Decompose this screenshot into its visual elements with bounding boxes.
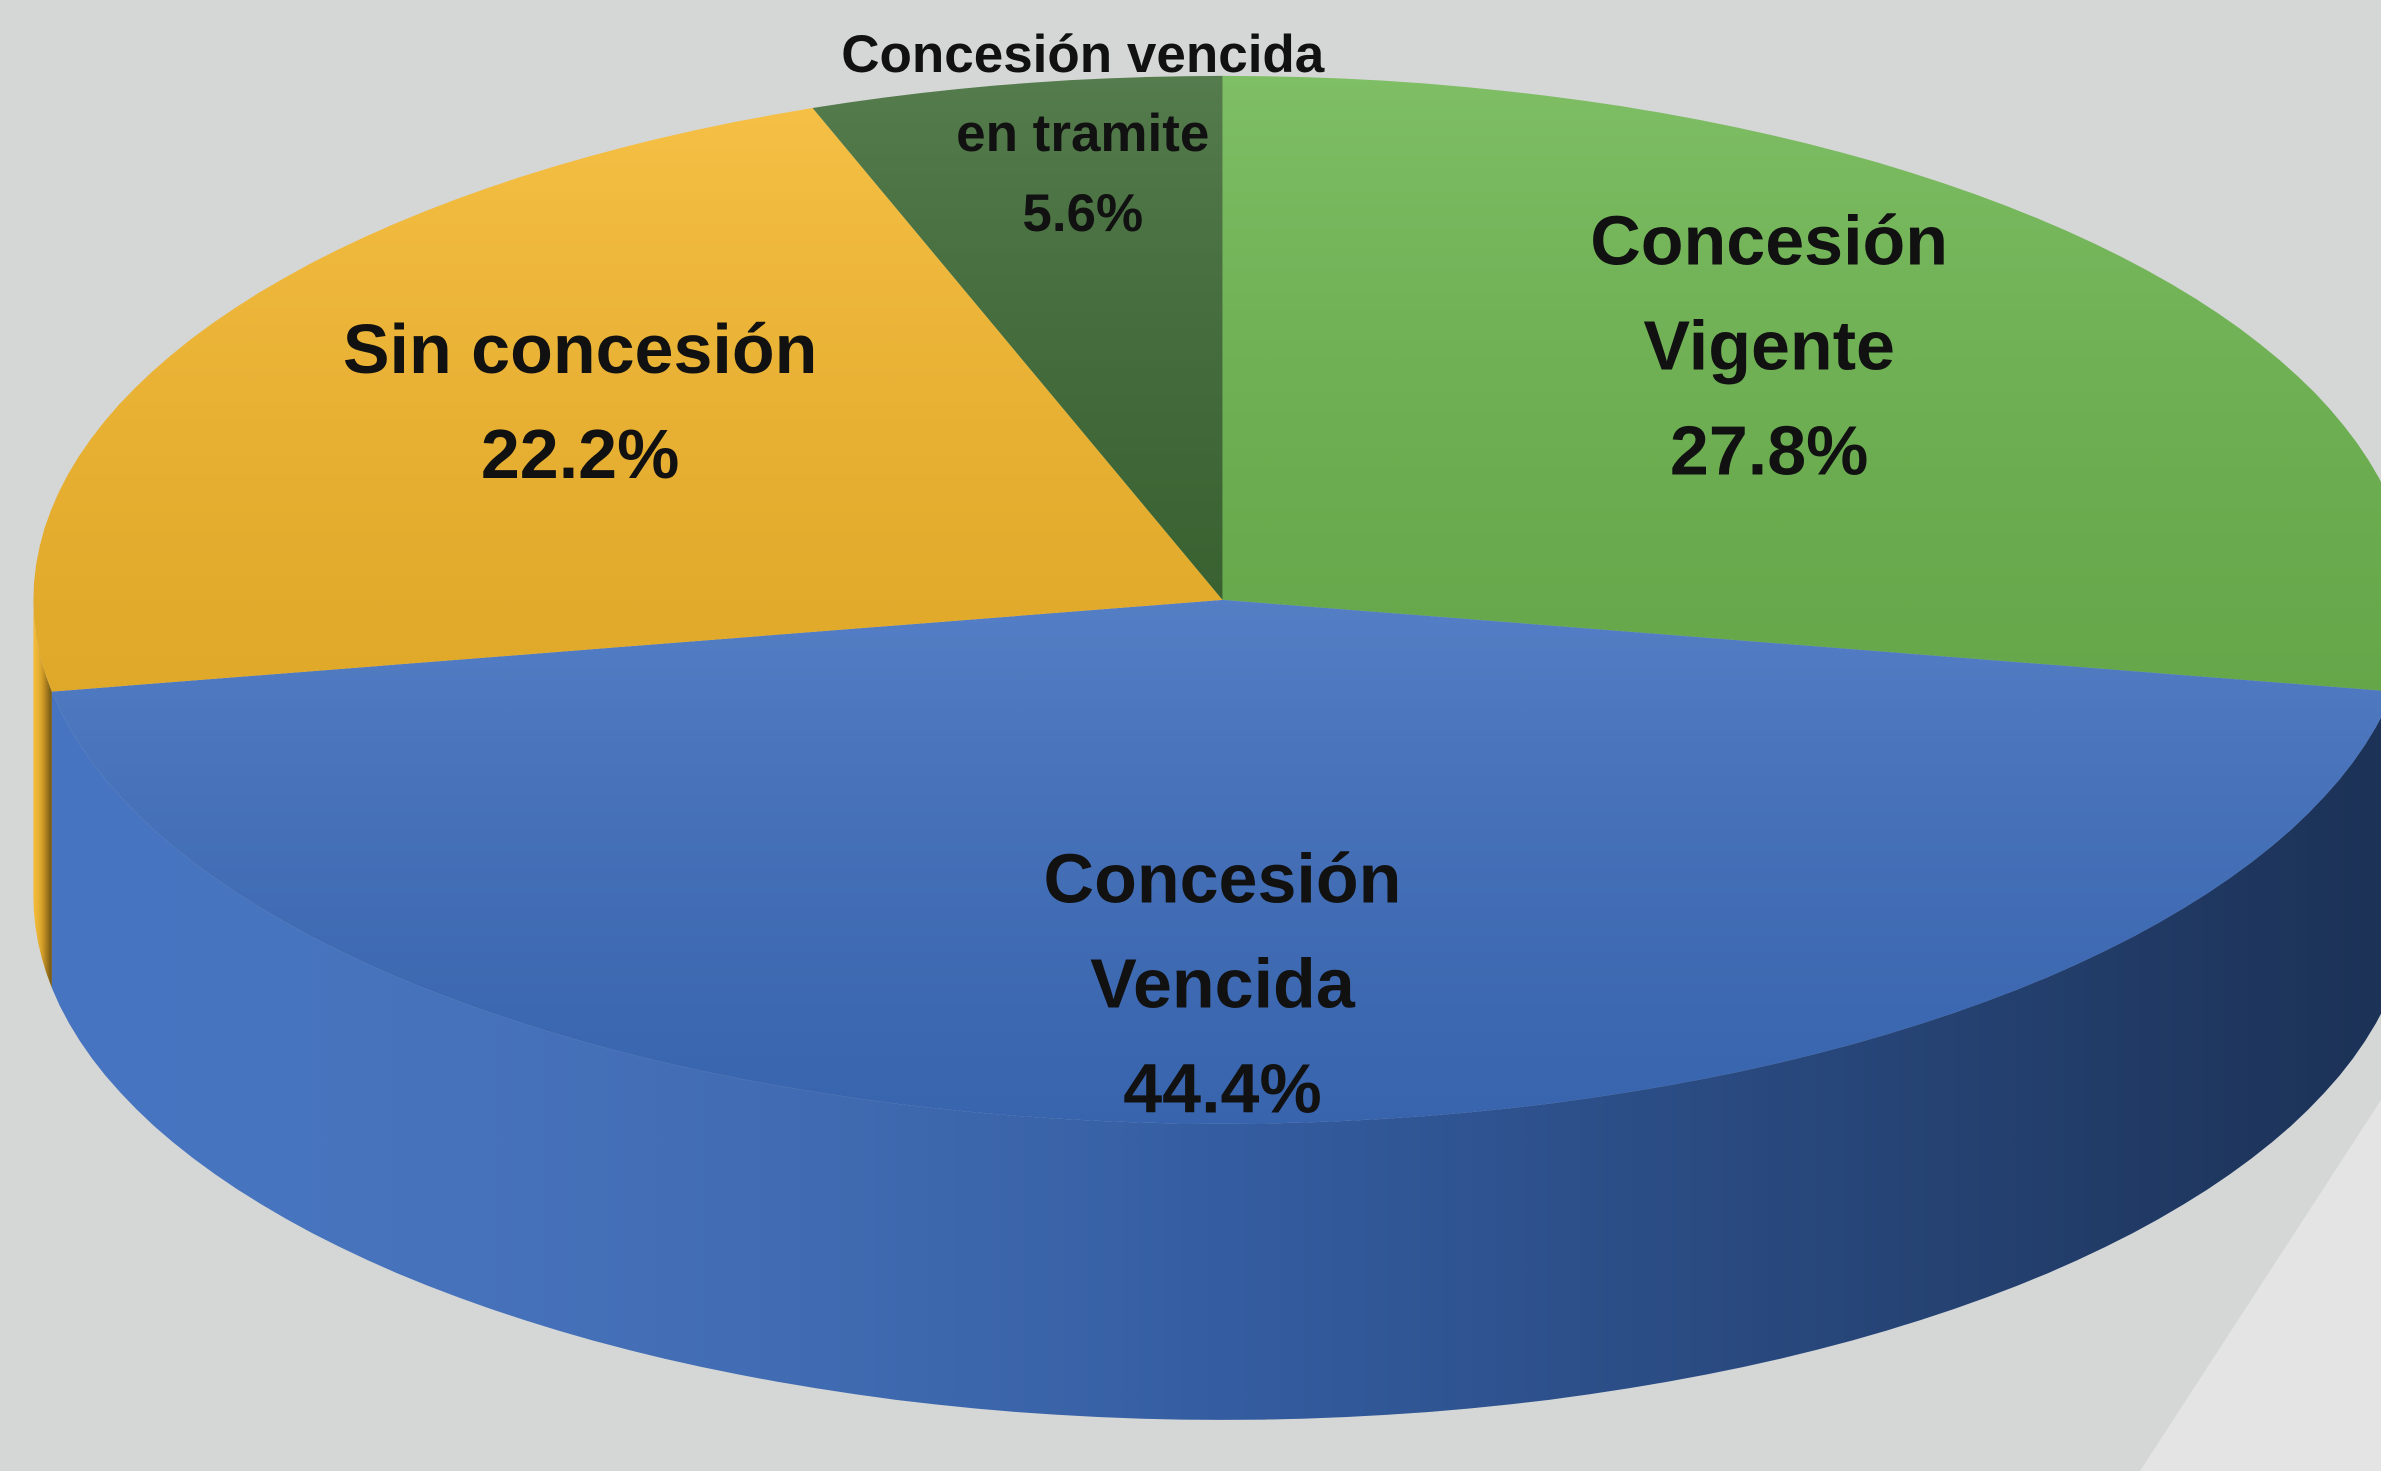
pie-side-shade xyxy=(51,691,2381,1420)
slice-label: Concesión Vigente 27.8% xyxy=(1590,189,1948,504)
slice-label: Sin concesión 22.2% xyxy=(343,297,818,507)
slice-label: Concesión Vencida 44.4% xyxy=(1044,827,1402,1142)
category-label: Concesión vencida en tramite xyxy=(841,24,1325,163)
pie-slice-shade xyxy=(812,75,1223,600)
pie-slice-shade xyxy=(33,107,1223,692)
pie-slice-shade xyxy=(1222,75,2381,691)
decor xyxy=(2140,1100,2381,1471)
category-label: Concesión Vencida xyxy=(1043,839,1402,1023)
pie-side-shade xyxy=(33,599,52,988)
slice-label: Concesión vencida en tramite 5.6% xyxy=(841,14,1324,253)
category-label: Concesión Vigente xyxy=(1590,201,1949,385)
value-label: 5.6% xyxy=(1022,183,1144,243)
value-label: 44.4% xyxy=(1123,1049,1322,1128)
category-label: Sin concesión xyxy=(342,310,818,389)
pie-slice-shade xyxy=(51,599,2381,1124)
pie xyxy=(33,75,2381,1420)
value-label: 22.2% xyxy=(480,415,680,494)
value-label: 27.8% xyxy=(1669,411,1869,490)
